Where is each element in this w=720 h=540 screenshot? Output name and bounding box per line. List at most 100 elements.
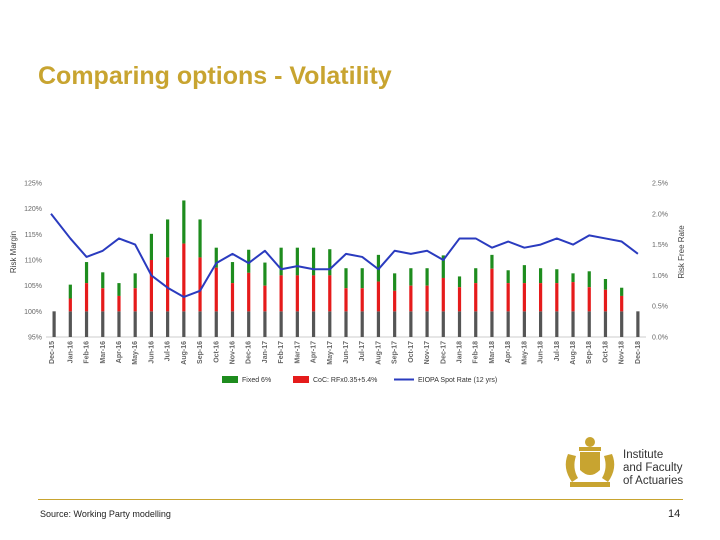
bar-coc [522,283,526,312]
bar-fixed [133,273,137,289]
bar-coc [182,243,186,312]
y2-tick-label: 2.0% [652,211,668,218]
bar-coc [441,277,445,312]
legend-swatch-fixed [222,376,238,383]
y-tick-label: 100% [24,309,42,316]
x-tick-label: Jan-17 [262,341,269,363]
bar-fixed [279,247,283,276]
x-tick-label: Sep-17 [392,341,399,364]
bar-fixed [230,262,235,284]
x-tick-label: Dec-18 [635,341,642,364]
x-tick-label: Oct-17 [408,341,415,363]
bar-base [506,311,510,337]
x-tick-label: Feb-16 [84,341,91,364]
bar-base [603,311,608,337]
bar-base [490,311,494,337]
bar-base [247,311,251,337]
page-number: 14 [668,508,681,520]
x-tick-label: Apr-18 [505,341,512,363]
bar-base [409,311,413,337]
bar-fixed [117,283,121,296]
x-tick-label: Sep-16 [197,341,204,364]
bar-fixed [538,268,543,284]
logo-line-1: Institute [623,449,664,461]
y2-tick-label: 1.0% [652,273,668,280]
slide-title: Comparing options - Volatility [38,62,392,90]
x-tick-label: Jan-16 [67,341,74,363]
x-tick-label: Sep-18 [586,341,593,364]
x-tick-label: Feb-18 [473,341,480,364]
y-tick-label: 120% [24,206,42,213]
x-tick-label: Apr-16 [116,341,123,363]
source-note: Source: Working Party modelling [40,509,171,519]
y-tick-label: 125% [24,181,42,188]
logo-text: Institute and Faculty of Actuaries [623,449,683,488]
bar-fixed [522,265,526,284]
bar-base [538,311,543,337]
bar-fixed [166,219,170,258]
x-tick-label: May-18 [521,341,528,365]
logo-line-2: and Faculty [623,462,683,474]
bar-base [620,311,624,337]
x-tick-label: Oct-18 [602,341,609,363]
bar-coc [311,275,316,312]
legend-label-eiopa: EIOPA Spot Rate (12 yrs) [418,377,497,384]
x-tick-label: Dec-16 [246,341,253,364]
x-tick-label: Dec-15 [49,341,56,364]
bar-base [101,311,105,337]
x-tick-label: Jun-17 [343,341,350,364]
bar-base [84,311,89,337]
bar-base [344,311,348,337]
bar-coc [490,268,494,312]
bar-base [198,311,202,337]
bar-base [214,311,218,337]
bar-base [376,311,381,337]
bar-fixed [182,200,186,244]
bar-fixed [344,268,348,289]
bar-coc [214,267,218,312]
bar-coc [620,295,624,312]
logo-line-3: of Actuaries [623,475,684,487]
bar-coc [587,287,591,312]
x-tick-label: May-17 [327,341,334,365]
bar-fixed [571,273,575,283]
bar-fixed [441,255,445,278]
bar-base [68,311,72,337]
bar-fixed [328,249,332,276]
bar-coc [263,285,267,312]
bar-coc [571,282,575,312]
y2-axis-title: Risk Free Rate [677,225,686,279]
bar-coc [117,295,121,312]
legend-label-coc: CoC: RFx0.35+5.4% [313,377,377,384]
y2-tick-label: 2.5% [652,181,668,188]
legend: Fixed 6% CoC: RFx0.35+5.4% EIOPA Spot Ra… [222,376,497,384]
bar-coc [230,283,235,312]
bar-base [555,311,559,337]
x-tick-label: Oct-16 [213,341,220,363]
bar-fixed [603,278,608,290]
x-tick-label: Aug-18 [570,341,577,365]
x-tick-label: May-16 [132,341,139,365]
y2-tick-label: 0.0% [652,335,668,342]
x-tick-label: Jul-17 [359,341,366,361]
bar-coc [555,283,559,312]
bar-coc [295,275,299,312]
bar-fixed [490,254,494,269]
x-tick-label: Nov-18 [619,341,626,364]
bar-fixed [425,268,429,286]
x-tick-label: Nov-16 [229,341,236,364]
ifoa-crest-icon [565,437,615,487]
bar-coc [84,283,89,312]
bar-base [117,311,121,337]
bar-fixed [474,268,478,284]
bar-fixed [360,268,364,289]
bar-fixed [457,276,462,288]
bar-fixed [587,271,591,288]
bar-coc [603,289,608,312]
y-axis-title: Risk Margin [9,231,18,273]
bar-base [571,311,575,337]
bar-fixed [84,262,89,284]
bar-coc [457,287,462,312]
bar-coc [425,285,429,312]
bar-fixed [101,272,105,289]
